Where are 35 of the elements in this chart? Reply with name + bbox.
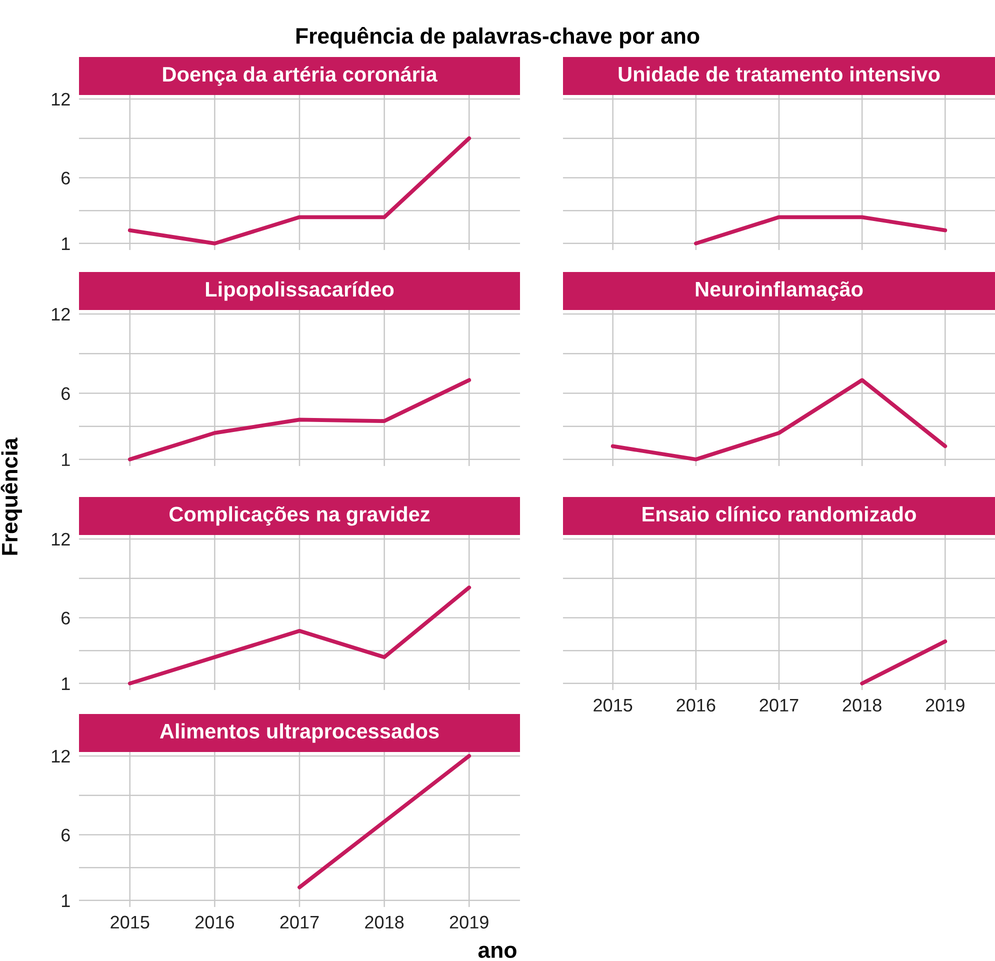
y-tick-label: 1 xyxy=(62,454,70,466)
y-tick-label: 6 xyxy=(62,612,70,624)
y-tick-label: 12 xyxy=(52,532,70,546)
x-tick-label: 2015 xyxy=(594,698,632,712)
y-tick-label: 6 xyxy=(62,172,70,184)
x-tick-label: 2017 xyxy=(280,916,319,929)
x-tick-label: 2016 xyxy=(676,698,716,712)
chart-title: Ensaio clínico randomizado xyxy=(642,506,916,522)
x-tick-label: 2015 xyxy=(110,916,150,929)
y-tick-label: 1 xyxy=(62,894,70,907)
y-tick-label: 12 xyxy=(52,750,70,762)
y-tick-label: 12 xyxy=(52,92,70,106)
y-tick-label: 6 xyxy=(62,387,70,400)
x-tick-label: 2018 xyxy=(365,916,404,929)
text: Frequência de palavras-chave por ano xyxy=(296,27,700,48)
y-axis-title: Frequência xyxy=(0,438,22,555)
chart-title: Complicações na gravidez xyxy=(170,506,430,526)
x-tick-label: 2016 xyxy=(196,916,234,929)
y-tick-label: 12 xyxy=(52,308,70,321)
y-tick-label: 1 xyxy=(62,678,70,690)
line-series xyxy=(128,136,472,246)
y-tick-label: 6 xyxy=(62,828,70,842)
chart-title: Alimentos ultraprocessados xyxy=(160,723,439,743)
x-tick-label: 2018 xyxy=(842,698,882,712)
x-tick-label: 2019 xyxy=(450,916,488,929)
chart-title: Neuroinflamação xyxy=(696,281,863,301)
x-tick-label: 2019 xyxy=(926,698,964,712)
line-series xyxy=(128,586,472,686)
line-series xyxy=(128,378,472,462)
chart-title: Lipopolissacarídeo xyxy=(206,281,394,301)
y-tick-label: 1 xyxy=(62,238,70,250)
x-tick-label: 2017 xyxy=(760,698,798,712)
chart-title: Unidade de tratamento intensivo xyxy=(618,66,940,82)
x-axis-title: ano xyxy=(478,946,516,958)
chart-title: Doença da artéria coronária xyxy=(163,66,438,86)
